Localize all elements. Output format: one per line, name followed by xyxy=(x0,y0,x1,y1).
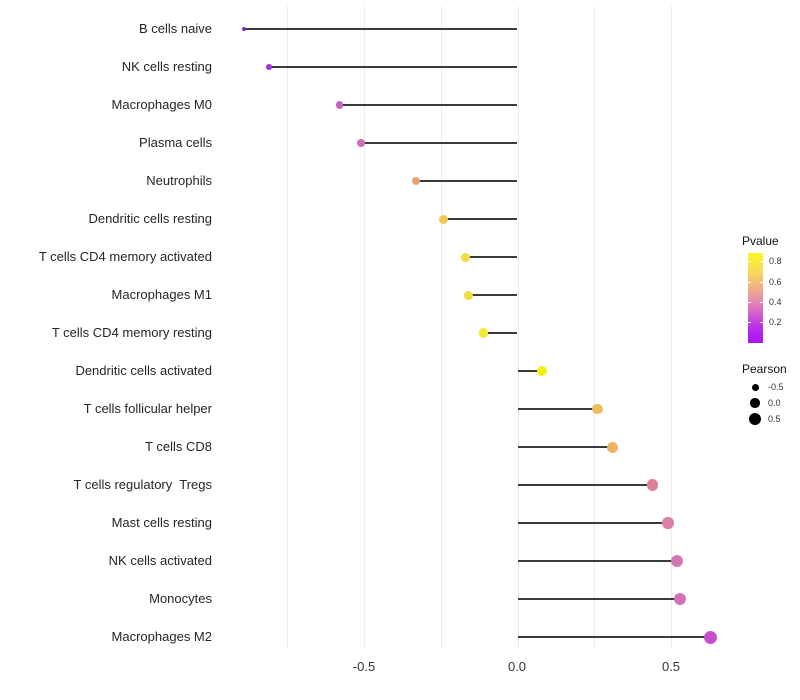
lollipop-stem xyxy=(517,446,613,448)
gridline xyxy=(287,6,289,648)
lollipop-dot xyxy=(592,403,603,415)
y-axis-label: Monocytes xyxy=(149,591,212,606)
pvalue-tick-mark xyxy=(760,322,763,324)
pvalue-colorbar xyxy=(748,253,763,343)
lollipop-dot xyxy=(411,176,421,186)
pvalue-tick-mark xyxy=(748,302,751,304)
lollipop-stem xyxy=(517,522,668,524)
pvalue-tick-mark xyxy=(760,261,763,263)
lollipop-dot xyxy=(242,27,247,31)
pearson-legend-label: -0.5 xyxy=(768,382,784,392)
gridline xyxy=(440,6,442,648)
gridline xyxy=(364,6,365,648)
lollipop-dot xyxy=(671,555,684,567)
pvalue-tick-mark xyxy=(748,322,751,324)
lollipop-dot xyxy=(536,365,548,377)
lollipop-dot xyxy=(335,101,344,109)
y-axis-label: Dendritic cells resting xyxy=(88,211,212,226)
y-axis-label: T cells CD8 xyxy=(145,439,212,454)
lollipop-dot xyxy=(607,441,619,453)
lollipop-dot xyxy=(646,479,659,491)
gridline xyxy=(671,6,672,648)
pvalue-legend-title: Pvalue xyxy=(742,234,779,248)
y-axis-label: Macrophages M0 xyxy=(111,97,212,112)
x-tick-label: 0.5 xyxy=(661,659,681,674)
lollipop-stem xyxy=(268,66,518,68)
pvalue-tick-label: 0.8 xyxy=(769,256,782,267)
y-axis-label: B cells naive xyxy=(139,21,212,36)
lollipop-stem xyxy=(517,560,678,562)
pearson-legend-dot xyxy=(751,383,759,391)
y-axis-label: NK cells resting xyxy=(121,59,212,74)
pearson-legend-dot xyxy=(749,413,761,425)
pvalue-legend: Pvalue 0.8 0.6 0.4 0.2 xyxy=(740,230,800,355)
y-axis-label: Macrophages M2 xyxy=(111,629,212,644)
lollipop-stem xyxy=(517,408,598,410)
lollipop-stem xyxy=(517,636,711,638)
x-tick-label: -0.5 xyxy=(352,659,376,674)
lollipop-dot xyxy=(463,290,473,300)
y-axis-label: T cells CD4 memory activated xyxy=(38,249,212,264)
lollipop-dot xyxy=(439,214,449,224)
lollipop-dot xyxy=(266,64,272,70)
y-axis-label: Plasma cells xyxy=(139,135,212,150)
x-tick-label: 0.0 xyxy=(507,659,527,674)
lollipop-stem xyxy=(517,370,543,372)
y-axis-label: Mast cells resting xyxy=(111,515,212,530)
lollipop-stem xyxy=(517,484,653,486)
y-axis-label: T cells follicular helper xyxy=(83,401,212,416)
y-axis-label: NK cells activated xyxy=(108,553,212,568)
lollipop-stem xyxy=(360,142,518,144)
pearson-legend-label: 0.5 xyxy=(768,414,781,424)
pvalue-tick-label: 0.4 xyxy=(769,297,782,308)
pvalue-tick-mark xyxy=(760,281,763,283)
pvalue-tick-label: 0.6 xyxy=(769,276,782,287)
plot-panel xyxy=(222,6,728,648)
y-axis-label: Macrophages M1 xyxy=(111,287,212,302)
pvalue-tick-mark xyxy=(760,302,763,304)
lollipop-stem xyxy=(339,104,518,106)
lollipop-dot xyxy=(704,630,718,644)
y-axis-label: Neutrophils xyxy=(146,173,212,188)
pearson-legend-dot xyxy=(750,398,760,408)
pearson-legend: Pearson -0.5 0.0 0.5 xyxy=(740,358,800,433)
lollipop-dot xyxy=(478,328,489,338)
pvalue-tick-label: 0.2 xyxy=(769,317,782,328)
gridline xyxy=(517,6,519,648)
lollipop-dot xyxy=(460,252,470,262)
lollipop-stem xyxy=(244,28,518,30)
lollipop-stem xyxy=(468,294,518,296)
lollipop-stem xyxy=(465,256,518,258)
lollipop-dot xyxy=(662,517,674,529)
lollipop-dot xyxy=(674,593,687,605)
lollipop-stem xyxy=(483,332,518,334)
y-axis-label: Dendritic cells activated xyxy=(75,363,212,378)
pvalue-tick-mark xyxy=(748,281,751,283)
pearson-legend-label: 0.0 xyxy=(768,398,781,408)
pearson-legend-title: Pearson xyxy=(742,362,787,376)
lollipop-stem xyxy=(416,180,518,182)
gridline xyxy=(594,6,596,648)
lollipop-stem xyxy=(517,598,681,600)
lollipop-dot xyxy=(357,139,365,147)
pvalue-tick-mark xyxy=(748,261,751,263)
y-axis-label: T cells CD4 memory resting xyxy=(51,325,212,340)
y-axis-label: T cells regulatory Tregs xyxy=(73,477,212,492)
lollipop-stem xyxy=(443,218,518,220)
